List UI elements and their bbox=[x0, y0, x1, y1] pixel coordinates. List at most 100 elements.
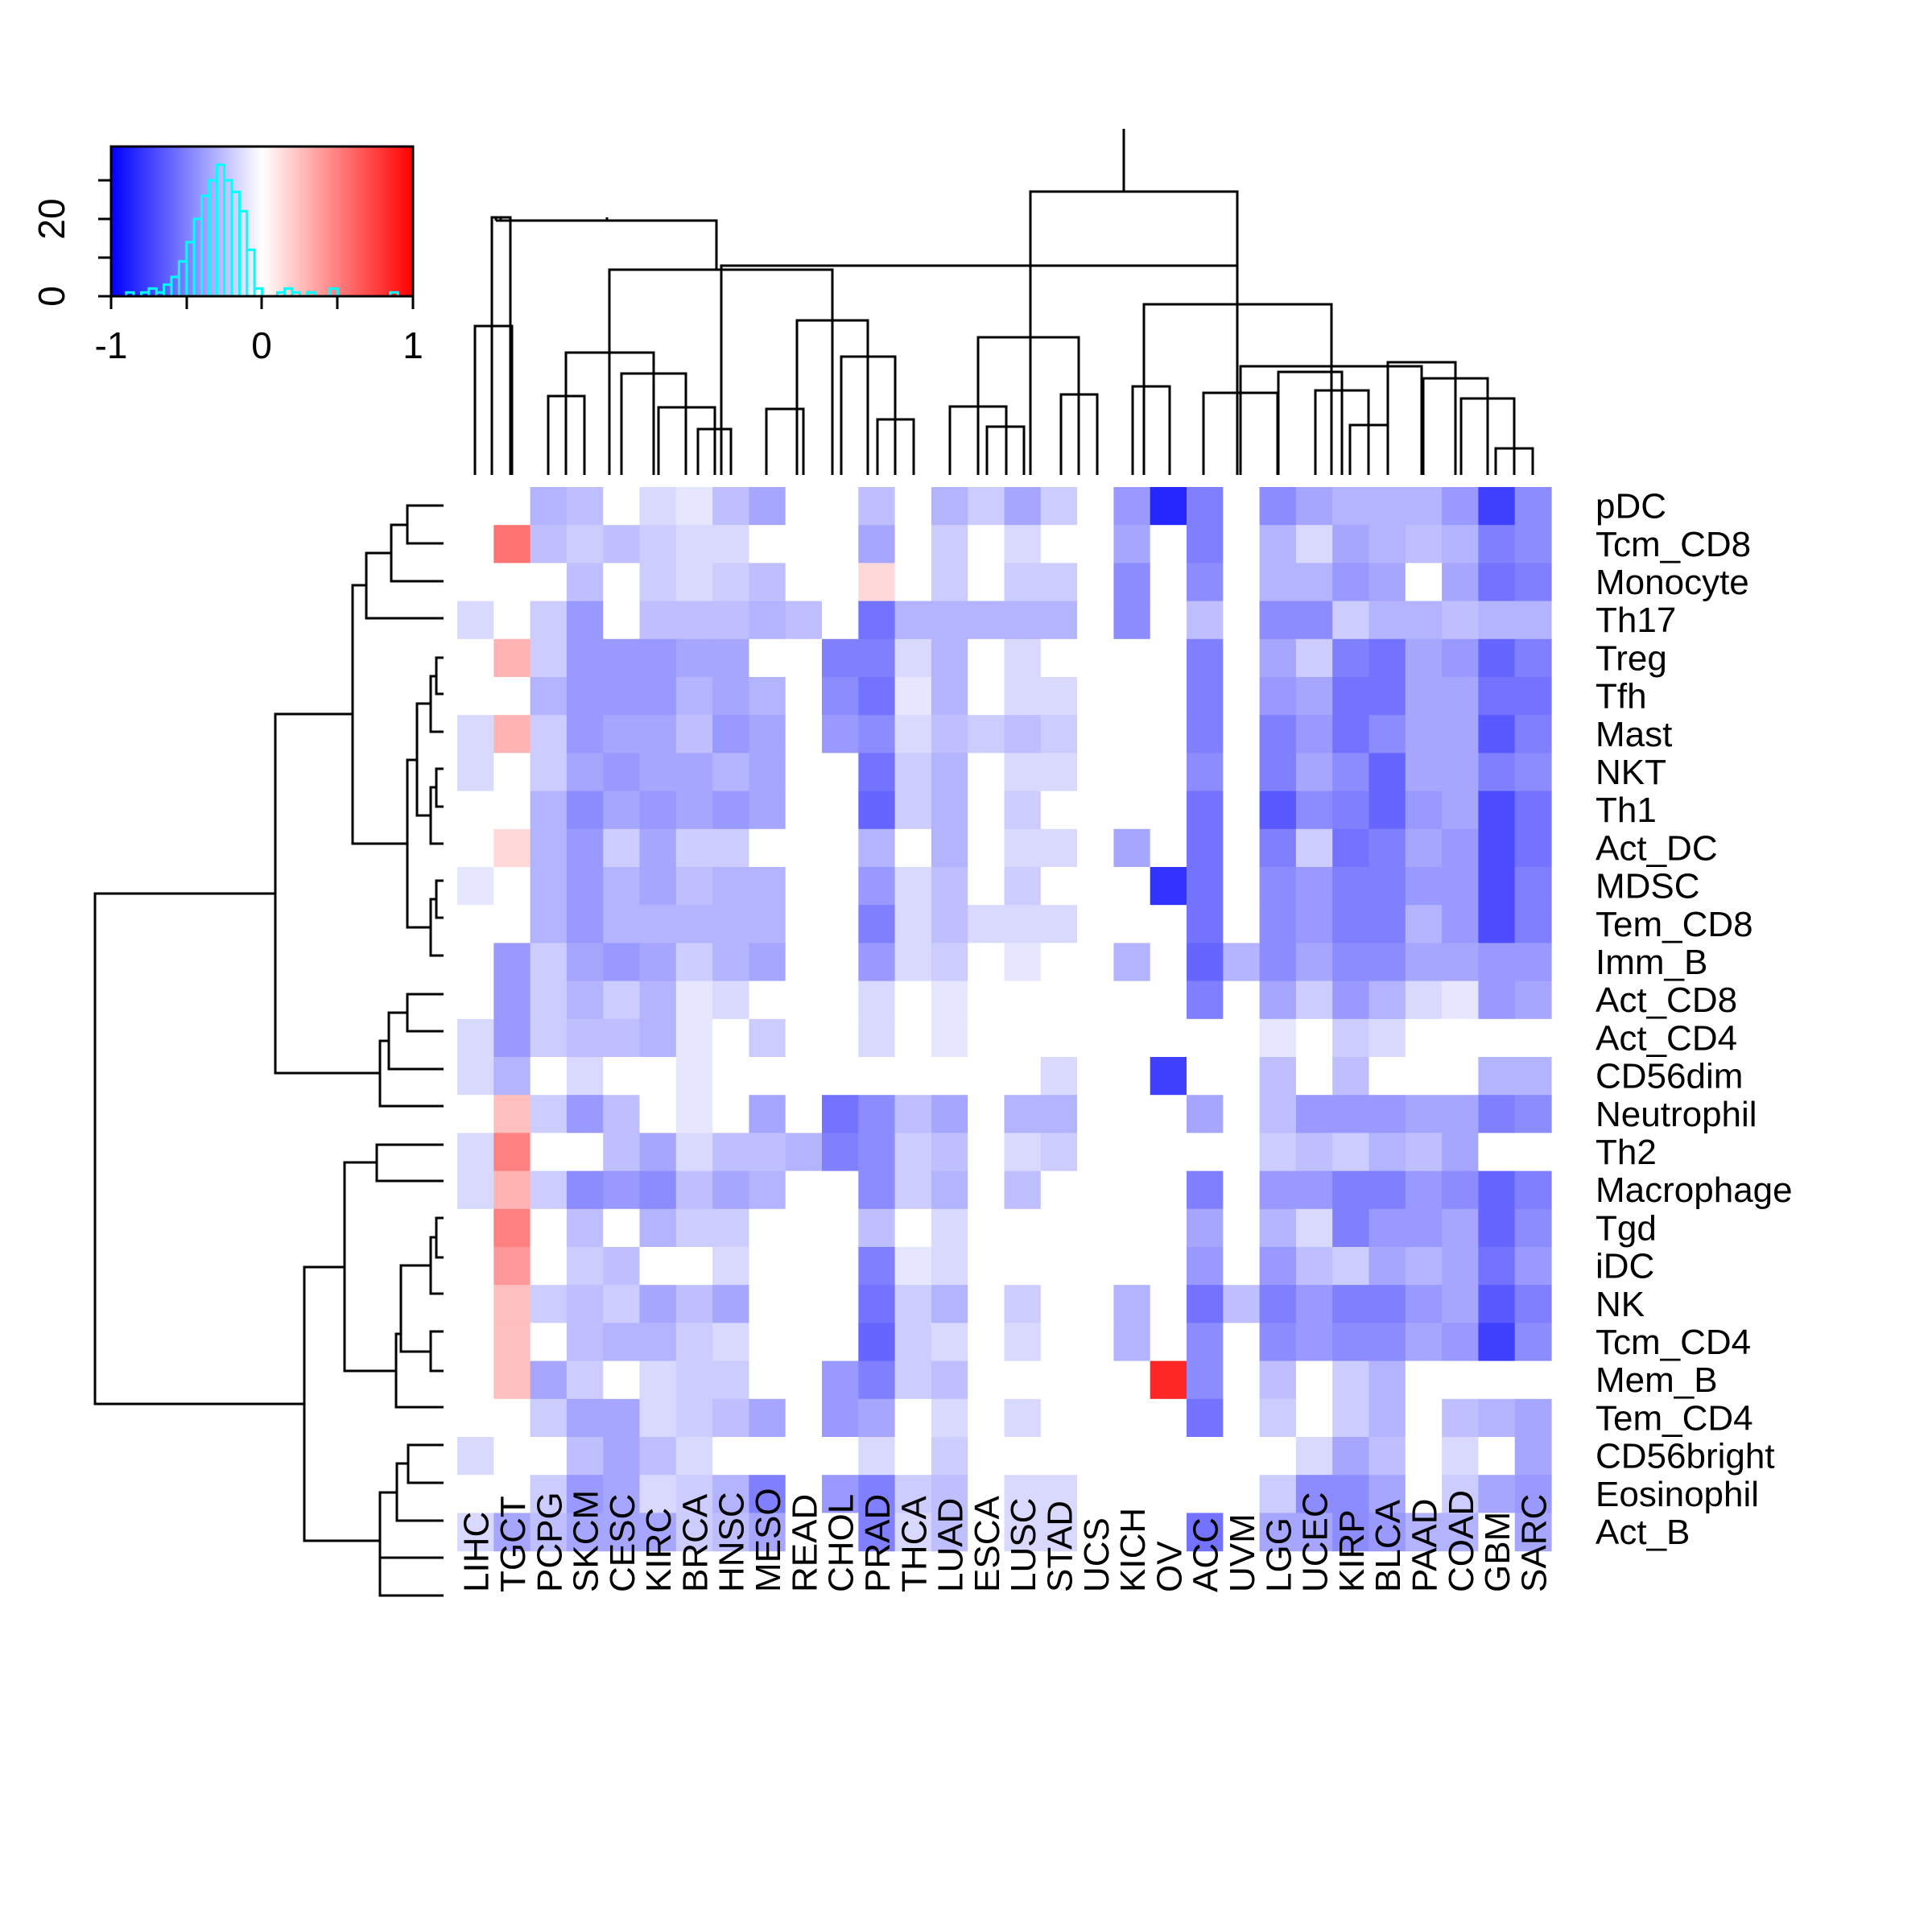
heatmap-cell bbox=[639, 1057, 677, 1096]
heatmap-cell bbox=[858, 1475, 896, 1513]
heatmap-cell bbox=[1368, 1437, 1406, 1476]
heatmap-cell bbox=[1442, 791, 1479, 830]
heatmap-cell bbox=[1223, 753, 1261, 792]
heatmap-cell bbox=[1514, 1437, 1552, 1476]
row-label: CD56bright bbox=[1596, 1437, 1775, 1476]
column-label: SARC bbox=[1514, 1494, 1554, 1592]
heatmap-cell bbox=[566, 1057, 604, 1096]
heatmap-cell bbox=[530, 980, 568, 1020]
heatmap-cell bbox=[1150, 1437, 1187, 1476]
heatmap-cell bbox=[822, 905, 859, 943]
heatmap-cell bbox=[1332, 525, 1370, 564]
heatmap-cell bbox=[1478, 753, 1516, 792]
heatmap-cell bbox=[603, 677, 641, 716]
heatmap-cell bbox=[1332, 487, 1370, 526]
heatmap-cell bbox=[1295, 601, 1333, 640]
heatmap-cell bbox=[603, 1437, 641, 1476]
heatmap-cell bbox=[1514, 1360, 1552, 1400]
heatmap-cell bbox=[530, 715, 568, 753]
row-label: Th1 bbox=[1596, 791, 1657, 830]
row-label: Tcm_CD4 bbox=[1596, 1323, 1751, 1362]
heatmap-cell bbox=[1113, 791, 1151, 830]
column-label: LIHC bbox=[457, 1512, 497, 1592]
row-label: Tgd bbox=[1596, 1208, 1657, 1248]
heatmap-cell bbox=[1259, 905, 1297, 943]
heatmap-cell bbox=[1077, 753, 1114, 792]
heatmap-cell bbox=[530, 943, 568, 982]
heatmap-cell bbox=[493, 563, 531, 602]
heatmap-cell bbox=[1295, 1133, 1333, 1172]
heatmap-cell bbox=[931, 1170, 968, 1210]
heatmap-cell bbox=[1332, 791, 1370, 830]
heatmap-cell bbox=[1113, 1513, 1151, 1552]
heatmap-cell bbox=[822, 753, 859, 792]
heatmap-cell bbox=[1478, 1398, 1516, 1438]
heatmap-cell bbox=[1478, 1208, 1516, 1248]
heatmap-cell bbox=[493, 525, 531, 564]
heatmap-cell bbox=[1478, 563, 1516, 602]
heatmap-cell bbox=[493, 1360, 531, 1400]
heatmap-cell bbox=[968, 828, 1005, 868]
heatmap-cell bbox=[1514, 638, 1552, 678]
heatmap-cell bbox=[603, 1323, 641, 1362]
heatmap-cell bbox=[1405, 1513, 1443, 1552]
heatmap-cell bbox=[1077, 1018, 1114, 1058]
heatmap-cell bbox=[968, 791, 1005, 830]
row-dendrogram bbox=[93, 504, 444, 1597]
heatmap-cell bbox=[749, 1247, 786, 1286]
heatmap-cell bbox=[1295, 638, 1333, 678]
heatmap-cell bbox=[822, 677, 859, 716]
heatmap-cell bbox=[1442, 1513, 1479, 1552]
heatmap-cell bbox=[530, 1247, 568, 1286]
heatmap-cell bbox=[1514, 487, 1552, 526]
column-dendrogram bbox=[473, 129, 1534, 475]
heatmap-cell bbox=[603, 1208, 641, 1248]
heatmap-cell bbox=[822, 1513, 859, 1552]
heatmap-cell bbox=[894, 943, 932, 982]
heatmap-cell bbox=[1295, 1247, 1333, 1286]
heatmap-cell bbox=[1405, 980, 1443, 1020]
heatmap-cell bbox=[931, 1323, 968, 1362]
heatmap-cell bbox=[603, 1513, 641, 1552]
heatmap-cell bbox=[968, 1285, 1005, 1323]
heatmap-cell bbox=[530, 1475, 568, 1513]
heatmap-cell bbox=[931, 1133, 968, 1172]
heatmap-cell bbox=[1077, 980, 1114, 1020]
heatmap-cell bbox=[493, 1398, 531, 1438]
heatmap-cell bbox=[675, 601, 713, 640]
heatmap-cell bbox=[1442, 638, 1479, 678]
heatmap-cell bbox=[1040, 715, 1078, 753]
heatmap-cell bbox=[1150, 867, 1187, 906]
heatmap-cell bbox=[1150, 715, 1187, 753]
column-label: KIRP bbox=[1332, 1509, 1372, 1592]
heatmap-cell bbox=[712, 525, 749, 564]
heatmap-cell bbox=[822, 1475, 859, 1513]
heatmap-cell bbox=[1113, 1208, 1151, 1248]
heatmap-cell bbox=[457, 1170, 494, 1210]
heatmap-cell bbox=[712, 715, 749, 753]
heatmap-cell bbox=[530, 753, 568, 792]
row-label: Macrophage bbox=[1596, 1170, 1793, 1210]
heatmap-cell bbox=[1040, 867, 1078, 906]
heatmap-cell bbox=[675, 791, 713, 830]
heatmap-cell bbox=[858, 1323, 896, 1362]
color-key-x-tick-low: -1 bbox=[95, 324, 128, 366]
heatmap-cell bbox=[1150, 943, 1187, 982]
heatmap-cell bbox=[675, 753, 713, 792]
heatmap-cell bbox=[1478, 525, 1516, 564]
heatmap-cell bbox=[603, 1475, 641, 1513]
heatmap-cell bbox=[785, 1475, 823, 1513]
heatmap-cell bbox=[1478, 1095, 1516, 1133]
heatmap-cell bbox=[1368, 563, 1406, 602]
heatmap-cell bbox=[894, 1398, 932, 1438]
heatmap-cell bbox=[894, 563, 932, 602]
heatmap-cell bbox=[785, 1057, 823, 1096]
heatmap-cell bbox=[1332, 1323, 1370, 1362]
heatmap-cell bbox=[1514, 1057, 1552, 1096]
heatmap-cell bbox=[1405, 1247, 1443, 1286]
heatmap-cell bbox=[1223, 563, 1261, 602]
heatmap-cell bbox=[675, 1475, 713, 1513]
heatmap-cell bbox=[1077, 905, 1114, 943]
heatmap-cell bbox=[675, 563, 713, 602]
